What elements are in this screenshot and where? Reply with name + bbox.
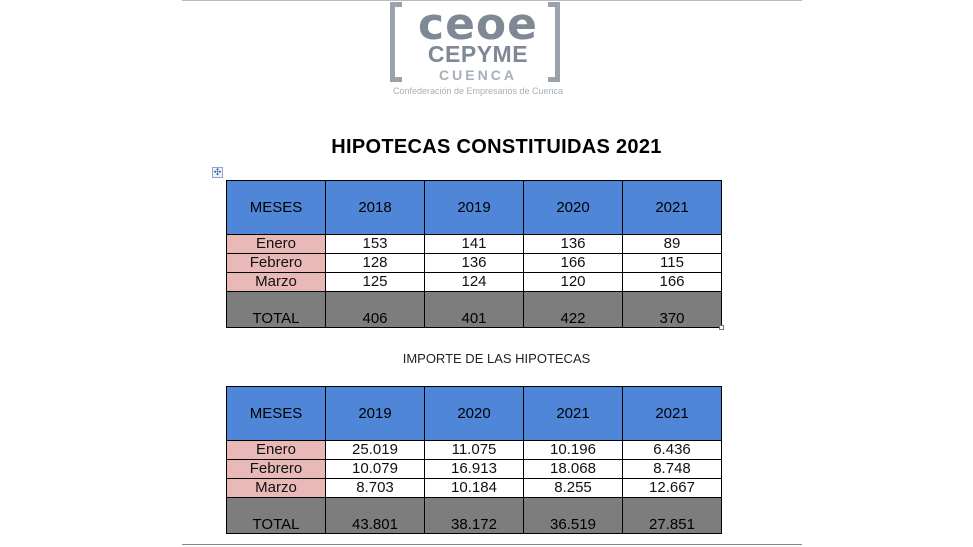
value-cell: 10.079	[325, 459, 425, 479]
table-row: Marzo 8.703 10.184 8.255 12.667	[226, 478, 722, 498]
table-header-row: MESES 2018 2019 2020 2021	[226, 180, 722, 235]
value-cell: 128	[325, 253, 425, 273]
page-title: HIPOTECAS CONSTITUIDAS 2021	[331, 136, 662, 158]
month-cell: Enero	[226, 440, 326, 460]
value-cell: 8.255	[523, 478, 623, 498]
value-cell: 166	[622, 272, 722, 292]
value-cell: 166	[523, 253, 623, 273]
table-move-handle-icon[interactable]: ✣	[212, 167, 223, 178]
month-cell: Marzo	[226, 478, 326, 498]
logo-line3: CUENCA	[439, 67, 517, 83]
table-row: Enero 153 141 136 89	[226, 234, 722, 254]
page-bottom-edge	[182, 544, 802, 545]
mortgages-count-table: MESES 2018 2019 2020 2021 Enero 153 141 …	[226, 180, 722, 328]
value-cell: 6.436	[622, 440, 722, 460]
value-cell: 25.019	[325, 440, 425, 460]
value-cell: 136	[523, 234, 623, 254]
month-cell: Febrero	[226, 459, 326, 479]
logo-tagline: Confederación de Empresarios de Cuenca	[392, 86, 564, 96]
table-row: Febrero 128 136 166 115	[226, 253, 722, 273]
value-cell: 153	[325, 234, 425, 254]
header-cell: 2019	[424, 180, 524, 235]
header-cell: MESES	[226, 180, 326, 235]
month-cell: Febrero	[226, 253, 326, 273]
header-cell: 2020	[523, 180, 623, 235]
value-cell: 136	[424, 253, 524, 273]
header-cell: MESES	[226, 386, 326, 441]
value-cell: 12.667	[622, 478, 722, 498]
value-cell: 120	[523, 272, 623, 292]
total-cell: 401	[424, 291, 524, 328]
header-cell: 2020	[424, 386, 524, 441]
header-cell: 2019	[325, 386, 425, 441]
logo-left-bracket	[390, 2, 402, 82]
ceoe-cepyme-logo: ceoe CEPYME CUENCA Confederación de Empr…	[388, 0, 568, 100]
total-row: TOTAL 43.801 38.172 36.519 27.851	[226, 497, 722, 534]
value-cell: 124	[424, 272, 524, 292]
logo-right-bracket	[548, 2, 560, 82]
value-cell: 125	[325, 272, 425, 292]
page-top-edge	[182, 0, 802, 1]
value-cell: 10.184	[424, 478, 524, 498]
total-cell: 27.851	[622, 497, 722, 534]
table-resize-handle[interactable]	[719, 325, 724, 330]
value-cell: 18.068	[523, 459, 623, 479]
value-cell: 8.703	[325, 478, 425, 498]
header-cell: 2018	[325, 180, 425, 235]
logo-line1: ceoe	[418, 0, 538, 50]
value-cell: 115	[622, 253, 722, 273]
value-cell: 89	[622, 234, 722, 254]
month-cell: Enero	[226, 234, 326, 254]
table-row: Enero 25.019 11.075 10.196 6.436	[226, 440, 722, 460]
header-cell: 2021	[523, 386, 623, 441]
table-row: Febrero 10.079 16.913 18.068 8.748	[226, 459, 722, 479]
section-subtitle: IMPORTE DE LAS HIPOTECAS	[402, 351, 591, 366]
total-cell: 370	[622, 291, 722, 328]
value-cell: 10.196	[523, 440, 623, 460]
total-cell: 422	[523, 291, 623, 328]
header-cell: 2021	[622, 180, 722, 235]
total-label-cell: TOTAL	[226, 497, 326, 534]
total-cell: 36.519	[523, 497, 623, 534]
total-cell: 406	[325, 291, 425, 328]
total-label-cell: TOTAL	[226, 291, 326, 328]
logo-line2: CEPYME	[427, 41, 529, 67]
mortgages-amount-table: MESES 2019 2020 2021 2021 Enero 25.019 1…	[226, 386, 722, 534]
table-row: Marzo 125 124 120 166	[226, 272, 722, 292]
table-header-row: MESES 2019 2020 2021 2021	[226, 386, 722, 441]
total-row: TOTAL 406 401 422 370	[226, 291, 722, 328]
value-cell: 8.748	[622, 459, 722, 479]
value-cell: 16.913	[424, 459, 524, 479]
header-cell: 2021	[622, 386, 722, 441]
total-cell: 38.172	[424, 497, 524, 534]
value-cell: 11.075	[424, 440, 524, 460]
month-cell: Marzo	[226, 272, 326, 292]
total-cell: 43.801	[325, 497, 425, 534]
value-cell: 141	[424, 234, 524, 254]
